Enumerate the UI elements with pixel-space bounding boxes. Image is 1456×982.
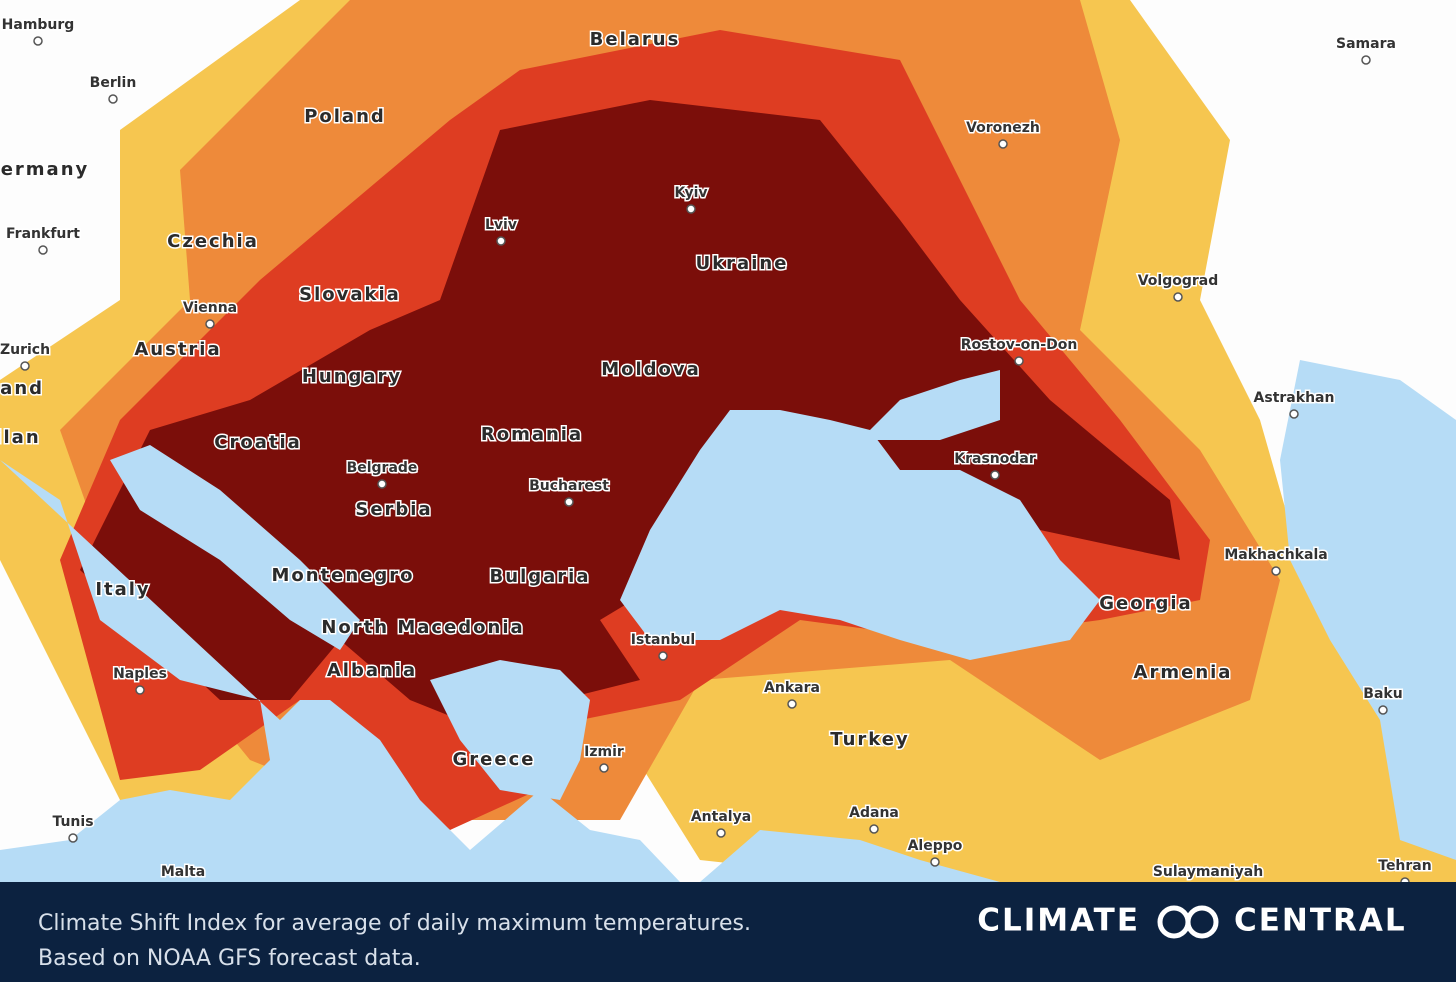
country-label: Italy [95, 579, 150, 600]
city-marker [787, 699, 797, 709]
caption-line: Climate Shift Index for average of daily… [38, 911, 751, 936]
city-marker [1173, 292, 1183, 302]
city-label: Istanbul [631, 632, 695, 648]
city-label: Frankfurt [6, 226, 80, 242]
city-label: Malta [161, 864, 205, 880]
city-marker [686, 204, 696, 214]
country-label: land [0, 378, 44, 399]
country-label: Albania [327, 660, 417, 681]
city-label: Zurich [0, 342, 50, 358]
country-label: Greece [453, 749, 536, 770]
city-label: Astrakhan [1254, 390, 1335, 406]
city-marker [33, 36, 43, 46]
country-label: Czechia [167, 231, 259, 252]
country-label: Georgia [1099, 593, 1192, 614]
city-marker [990, 470, 1000, 480]
city-marker [1361, 55, 1371, 65]
city-label: Aleppo [908, 838, 963, 854]
city-marker [869, 824, 879, 834]
city-label: Ankara [764, 680, 820, 696]
city-marker [1014, 356, 1024, 366]
city-label: Sulaymaniyah [1153, 864, 1263, 880]
country-label: North Macedonia [321, 617, 524, 638]
country-label: Slovakia [299, 284, 401, 305]
city-label: Izmir [584, 744, 624, 760]
seas [0, 360, 1456, 882]
labels: Belarus Poland ermany Czechia Slovakia Austri… [0, 16, 1433, 893]
city-label: Belgrade [347, 460, 418, 476]
country-label: Armenia [1134, 662, 1233, 683]
country-label: Bulgaria [490, 566, 591, 587]
logo-icon [1157, 905, 1219, 939]
city-label: Baku [1363, 686, 1402, 702]
country-label: Austria [134, 339, 221, 360]
country-label: ilan [0, 427, 41, 448]
city-label: Naples [113, 666, 167, 682]
city-marker [658, 651, 668, 661]
black-sea [620, 410, 1100, 660]
city-label: Krasnodar [954, 451, 1036, 467]
logo-right: CENTRAL [1234, 903, 1407, 939]
city-label: Volgograd [1138, 273, 1219, 289]
city-label: Kyiv [674, 185, 707, 201]
country-label: Turkey [830, 729, 909, 750]
logo-left: CLIMATE [977, 903, 1140, 939]
city-marker [998, 139, 1008, 149]
city-label: Tunis [52, 814, 93, 830]
city-marker [108, 94, 118, 104]
caspian-sea [1280, 360, 1456, 860]
city-label: Bucharest [529, 478, 609, 494]
country-label: Ukraine [696, 253, 789, 274]
city-marker [564, 497, 574, 507]
country-label: Hungary [302, 366, 402, 387]
adriatic-sea [110, 445, 360, 650]
city-marker [205, 319, 215, 329]
heat-extreme [80, 100, 1180, 720]
city-marker [377, 479, 387, 489]
city-marker [135, 685, 145, 695]
mediterranean-sea [0, 460, 680, 882]
city-marker [1378, 705, 1388, 715]
city-marker [38, 245, 48, 255]
city-marker [1271, 566, 1281, 576]
city-label: Voronezh [966, 120, 1040, 136]
country-label: ermany [1, 159, 90, 180]
city-marker [68, 833, 78, 843]
country-label: Montenegro [271, 565, 414, 586]
country-label: Belarus [590, 29, 681, 50]
city-label: Tehran [1378, 858, 1431, 874]
city-marker [716, 828, 726, 838]
city-marker [496, 236, 506, 246]
city-label: Lviv [485, 217, 517, 233]
city-label: Samara [1336, 36, 1396, 52]
city-marker [930, 857, 940, 867]
city-label: Adana [849, 805, 899, 821]
city-label: Antalya [691, 809, 751, 825]
city-label: Hamburg [2, 17, 75, 33]
city-label: Berlin [90, 75, 137, 91]
country-label: Poland [304, 106, 386, 127]
country-label: Serbia [355, 499, 432, 520]
country-label: Moldova [601, 359, 701, 380]
azov-sea [860, 370, 1000, 440]
country-label: Croatia [214, 432, 302, 453]
aegean-sea [430, 660, 590, 800]
city-label: Vienna [183, 300, 237, 316]
city-marker [1289, 409, 1299, 419]
city-marker [599, 763, 609, 773]
country-label: Romania [481, 424, 583, 445]
city-label: Makhachkala [1224, 547, 1327, 563]
east-mediterranean [700, 830, 1000, 882]
city-marker [20, 361, 30, 371]
city-label: Rostov-on-Don [961, 337, 1078, 353]
caption-line: Based on NOAA GFS forecast data. [38, 946, 421, 971]
